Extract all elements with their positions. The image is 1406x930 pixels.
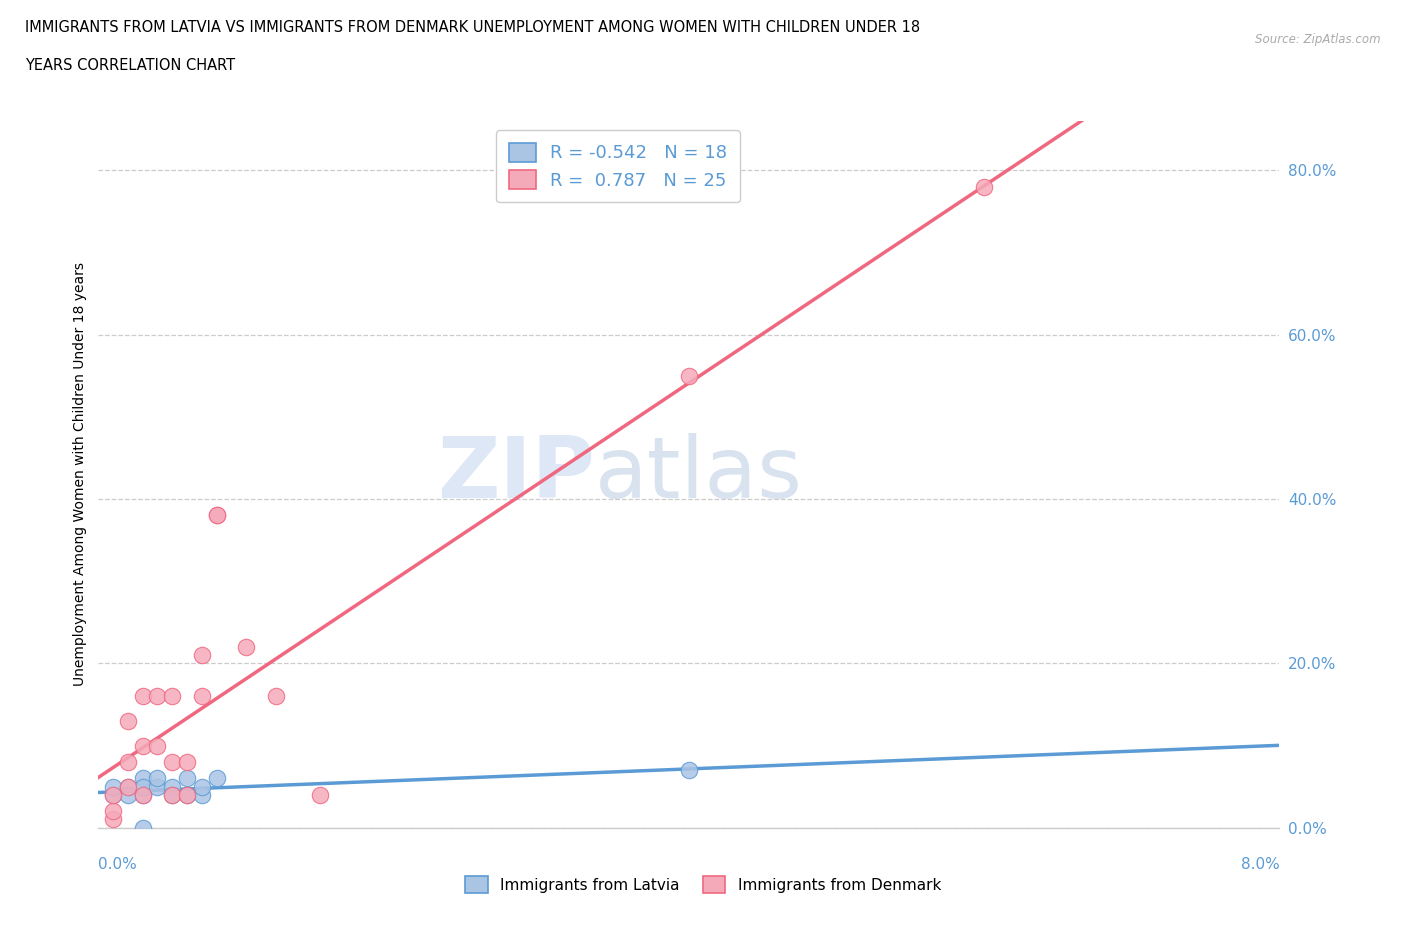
Point xyxy=(117,788,139,803)
Point xyxy=(176,788,198,803)
Point xyxy=(132,779,155,794)
Point xyxy=(264,689,287,704)
Point xyxy=(162,754,183,769)
Point xyxy=(103,804,124,818)
Text: Source: ZipAtlas.com: Source: ZipAtlas.com xyxy=(1256,33,1381,46)
Point xyxy=(132,738,155,753)
Point xyxy=(103,788,124,803)
Point xyxy=(162,788,183,803)
Point xyxy=(132,788,155,803)
Point xyxy=(103,788,124,803)
Point xyxy=(103,779,124,794)
Point xyxy=(191,788,214,803)
Text: 0.0%: 0.0% xyxy=(98,857,138,872)
Point xyxy=(117,779,139,794)
Legend: Immigrants from Latvia, Immigrants from Denmark: Immigrants from Latvia, Immigrants from … xyxy=(458,870,948,899)
Point xyxy=(191,779,214,794)
Text: ZIP: ZIP xyxy=(437,432,595,516)
Point xyxy=(678,763,700,777)
Point xyxy=(146,779,169,794)
Point xyxy=(162,689,183,704)
Point xyxy=(205,508,228,523)
Text: IMMIGRANTS FROM LATVIA VS IMMIGRANTS FROM DENMARK UNEMPLOYMENT AMONG WOMEN WITH : IMMIGRANTS FROM LATVIA VS IMMIGRANTS FRO… xyxy=(25,20,921,35)
Point xyxy=(146,771,169,786)
Point xyxy=(132,689,155,704)
Point xyxy=(191,689,214,704)
Point xyxy=(146,738,169,753)
Point xyxy=(176,754,198,769)
Point xyxy=(132,820,155,835)
Point xyxy=(678,368,700,383)
Legend: R = -0.542   N = 18, R =  0.787   N = 25: R = -0.542 N = 18, R = 0.787 N = 25 xyxy=(496,130,740,202)
Point xyxy=(176,788,198,803)
Point xyxy=(973,179,995,194)
Point xyxy=(205,771,228,786)
Point xyxy=(235,640,257,655)
Point xyxy=(117,779,139,794)
Point xyxy=(132,771,155,786)
Point xyxy=(176,771,198,786)
Text: atlas: atlas xyxy=(595,432,803,516)
Text: YEARS CORRELATION CHART: YEARS CORRELATION CHART xyxy=(25,58,235,73)
Point xyxy=(191,647,214,662)
Point xyxy=(205,508,228,523)
Point xyxy=(132,788,155,803)
Point xyxy=(103,812,124,827)
Point xyxy=(117,713,139,728)
Text: 8.0%: 8.0% xyxy=(1240,857,1279,872)
Y-axis label: Unemployment Among Women with Children Under 18 years: Unemployment Among Women with Children U… xyxy=(73,262,87,686)
Point xyxy=(308,788,332,803)
Point xyxy=(146,689,169,704)
Point xyxy=(162,779,183,794)
Point xyxy=(162,788,183,803)
Point xyxy=(117,754,139,769)
